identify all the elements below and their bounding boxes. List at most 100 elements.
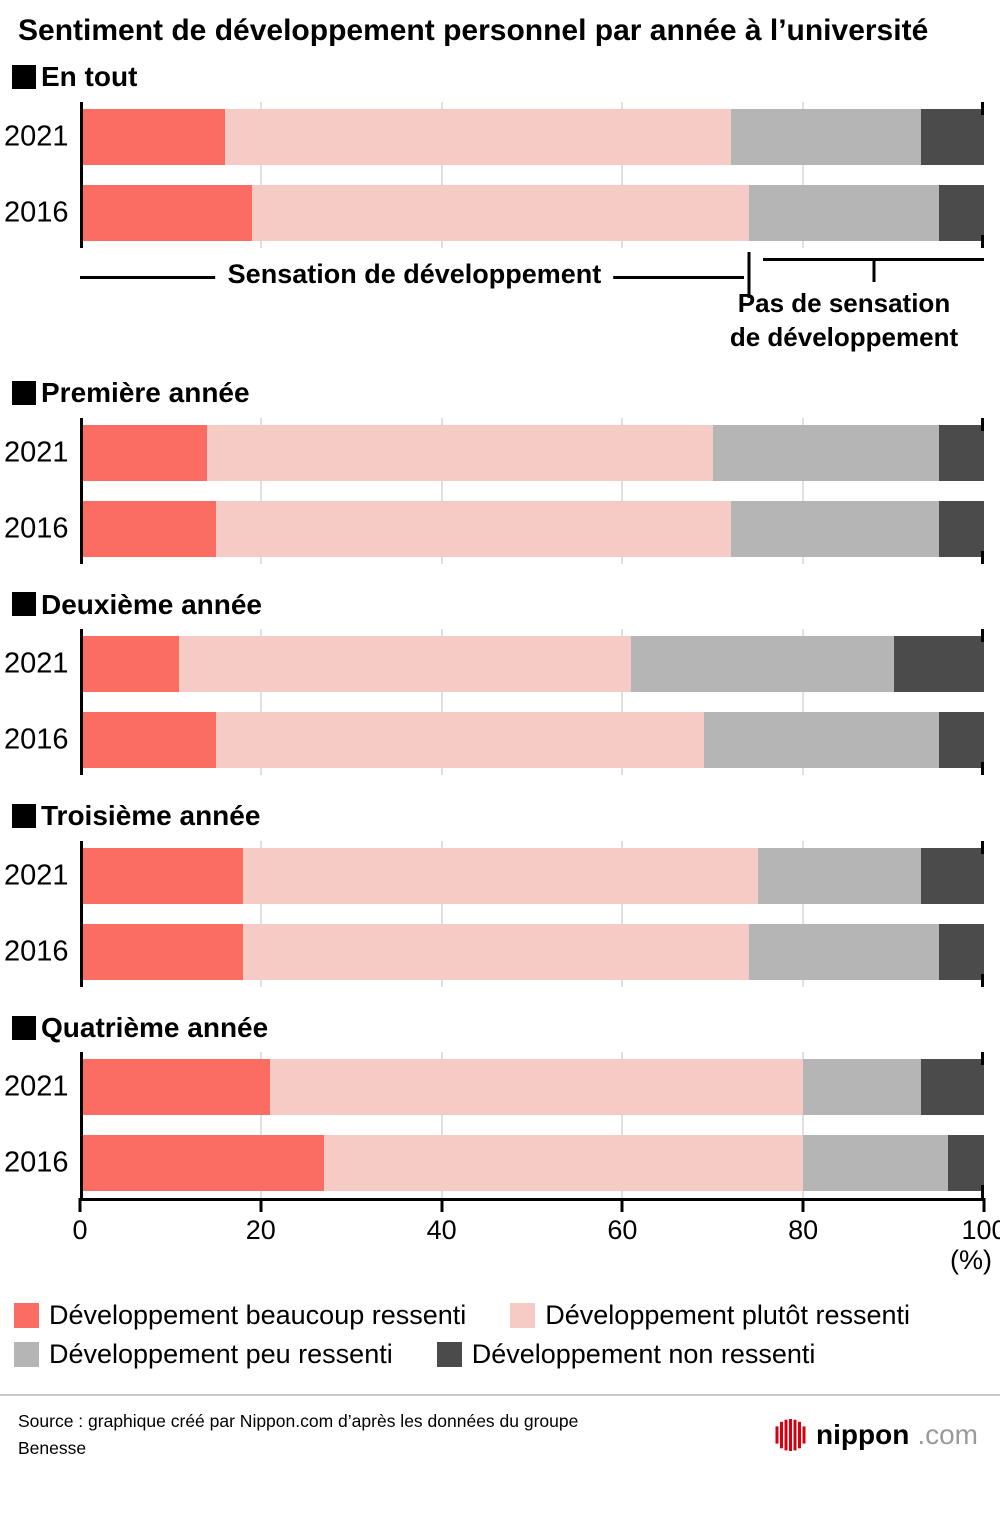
bar-segment (242, 847, 758, 904)
right-tick-top (981, 417, 984, 431)
legend-swatch (436, 1342, 462, 1368)
x-axis: 0 20 40 60 80 100 (%) (72, 1198, 1000, 1276)
section-title-label: En tout (41, 61, 138, 93)
annotation: Sensation de développement Pas de sensati… (80, 248, 984, 352)
x-axis-tick (78, 1198, 82, 1213)
chart-title: Sentiment de développement personnel par… (18, 14, 929, 47)
year-label: 2016 (4, 723, 69, 756)
bar-segment (80, 712, 216, 769)
bar-segment (80, 108, 225, 165)
x-axis-tick (801, 1198, 805, 1213)
legend-item: Développement peu ressenti (14, 1339, 393, 1370)
legend-row: Développement peu ressenti Développement … (14, 1339, 984, 1370)
bar-row: 2021 (4, 1059, 984, 1116)
x-axis-line (80, 1198, 984, 1202)
bar-row: 2021 (4, 847, 984, 904)
bar-segment (80, 1135, 325, 1192)
stacked-bar (80, 1135, 984, 1192)
chart-legend: Développement beaucoup ressenti Développe… (14, 1300, 984, 1370)
right-tick-bottom (981, 1185, 984, 1199)
bar-row: 2016 (4, 923, 984, 980)
year-label: 2021 (4, 436, 69, 469)
bar-row: 2016 (4, 500, 984, 557)
bar-segment (938, 500, 984, 557)
y-axis-line (80, 840, 83, 987)
annotation-right-tick (872, 257, 876, 282)
stacked-bar (80, 184, 984, 241)
section-title: Première année (12, 376, 984, 410)
gridline (440, 417, 443, 564)
section-title-label: Troisième année (41, 800, 261, 832)
right-tick-top (981, 840, 984, 854)
gridline (621, 840, 624, 987)
bar-rows: 2021 2016 (4, 636, 984, 769)
year-label: 2021 (4, 647, 69, 680)
y-axis-line (80, 1052, 83, 1199)
x-axis-tick-label: 80 (788, 1215, 819, 1246)
stacked-bar (80, 1059, 984, 1116)
gridline (440, 840, 443, 987)
chart-section: Quatrième année 2021 2016 (4, 1011, 984, 1199)
plot-area: 2021 2016 (4, 629, 984, 776)
legend-item: Développement plutôt ressenti (510, 1300, 910, 1331)
x-axis-tick (982, 1198, 986, 1213)
right-tick-bottom (981, 762, 984, 776)
bar-rows: 2021 2016 (4, 424, 984, 557)
bar-segment (215, 500, 731, 557)
section-title: Troisième année (12, 799, 984, 833)
x-axis-tick (620, 1198, 624, 1213)
gridline (621, 1052, 624, 1199)
chart-area: En tout 2021 2016 Sensation de développemen… (4, 60, 984, 1199)
legend-item: Développement non ressenti (436, 1339, 816, 1370)
bar-segment (730, 500, 939, 557)
stacked-bar (80, 108, 984, 165)
y-axis-line (80, 101, 83, 248)
bar-segment (80, 500, 216, 557)
x-axis-unit-label: (%) (950, 1245, 992, 1276)
nippon-logo-icon (775, 1418, 806, 1451)
legend-row: Développement beaucoup ressenti Développe… (14, 1300, 984, 1331)
legend-item: Développement beaucoup ressenti (14, 1300, 466, 1331)
bar-row: 2016 (4, 1135, 984, 1192)
bar-rows: 2021 2016 (4, 108, 984, 241)
gridline (802, 101, 805, 248)
stacked-bar (80, 847, 984, 904)
gridline (259, 417, 262, 564)
legend-label: Développement non ressenti (471, 1339, 816, 1370)
gridline (259, 629, 262, 776)
bar-row: 2021 (4, 636, 984, 693)
chart-section: En tout 2021 2016 Sensation de développemen… (4, 60, 984, 352)
gridline (440, 101, 443, 248)
x-axis-tick (440, 1198, 444, 1213)
stacked-bar (80, 923, 984, 980)
bar-segment (938, 712, 984, 769)
bar-row: 2021 (4, 424, 984, 481)
gridline (802, 1052, 805, 1199)
bar-segment (757, 847, 921, 904)
section-marker-icon (12, 592, 36, 617)
bar-segment (803, 1135, 948, 1192)
stacked-bar (80, 636, 984, 693)
right-tick-top (981, 101, 984, 115)
bar-segment (920, 108, 984, 165)
year-label: 2016 (4, 935, 69, 968)
bar-segment (920, 1059, 984, 1116)
bar-segment (803, 1059, 921, 1116)
bar-segment (631, 636, 894, 693)
bar-segment (269, 1059, 804, 1116)
x-axis-tick-label: 0 (72, 1215, 88, 1246)
legend-swatch (510, 1303, 536, 1329)
year-label: 2016 (4, 1146, 69, 1179)
bar-segment (80, 636, 180, 693)
section-title: En tout (12, 60, 984, 94)
plot-area: 2021 2016 (4, 1052, 984, 1199)
bar-segment (938, 424, 984, 481)
right-tick-bottom (981, 973, 984, 987)
stacked-bar (80, 712, 984, 769)
section-title-label: Première année (41, 376, 250, 408)
bar-segment (179, 636, 632, 693)
gridline (802, 629, 805, 776)
gridline (621, 417, 624, 564)
bar-row: 2021 (4, 108, 984, 165)
